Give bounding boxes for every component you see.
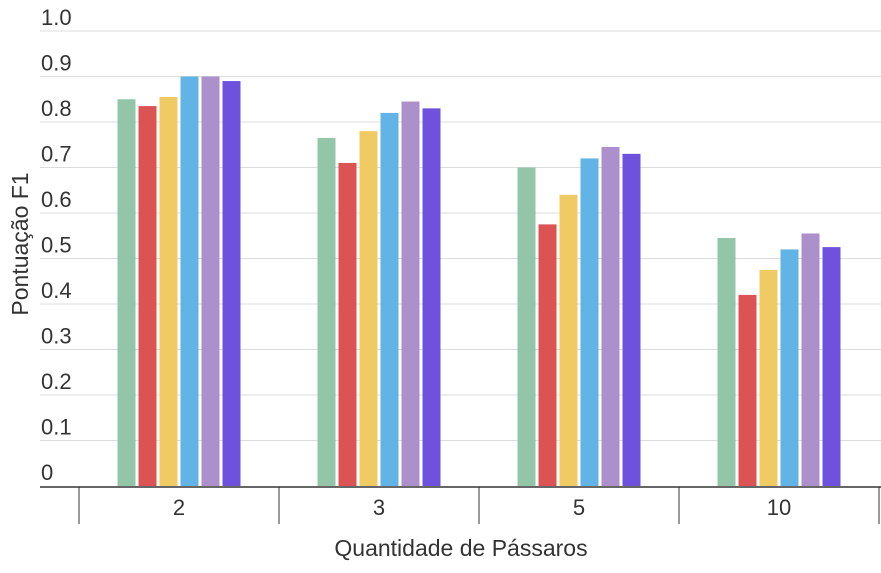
y-tick-label: 1.0 (41, 5, 72, 30)
y-tick-label: 0.9 (41, 51, 72, 76)
bars (117, 76, 841, 487)
y-tick-label: 0.5 (41, 233, 72, 258)
y-tick-label: 0 (41, 460, 53, 485)
bar (117, 99, 136, 486)
bar (359, 131, 378, 486)
y-tick-label: 0.7 (41, 142, 72, 167)
bar (717, 238, 736, 486)
bar (201, 76, 220, 486)
gridlines (40, 30, 881, 441)
y-tick-label: 0.6 (41, 187, 72, 212)
y-tick-label: 0.2 (41, 369, 72, 394)
bar (338, 162, 357, 486)
bar (780, 249, 799, 486)
x-tick-label: 10 (767, 495, 791, 520)
bar (380, 112, 399, 487)
x-axis (40, 486, 881, 524)
bar (822, 247, 841, 486)
bar (180, 76, 199, 486)
y-tick-label: 0.8 (41, 96, 72, 121)
x-axis-ticks: 2 3 5 10 (173, 495, 791, 520)
x-tick-label: 2 (173, 495, 185, 520)
y-tick-label: 0.1 (41, 415, 72, 440)
bar (801, 233, 820, 486)
bar (622, 153, 641, 486)
y-tick-label: 0.4 (41, 278, 72, 303)
bar (317, 137, 336, 487)
bar (738, 294, 757, 486)
x-axis-label: Quantidade de Pássaros (334, 535, 587, 561)
bar (601, 147, 620, 486)
bar (401, 101, 420, 487)
y-axis-label: Pontuação F1 (7, 172, 33, 315)
bar (138, 106, 157, 486)
x-tick-label: 5 (573, 495, 585, 520)
y-tick-label: 0.3 (41, 324, 72, 349)
bar (759, 269, 778, 486)
bar (222, 81, 241, 487)
x-tick-label: 3 (373, 495, 385, 520)
bar (559, 194, 578, 487)
bar (159, 96, 178, 486)
bar (538, 224, 557, 486)
y-axis-ticks: 0 0.1 0.2 0.3 0.4 0.5 0.6 0.7 0.8 0.9 1.0 (41, 5, 72, 485)
bar (580, 158, 599, 486)
bar (517, 167, 536, 486)
bar (422, 108, 441, 486)
